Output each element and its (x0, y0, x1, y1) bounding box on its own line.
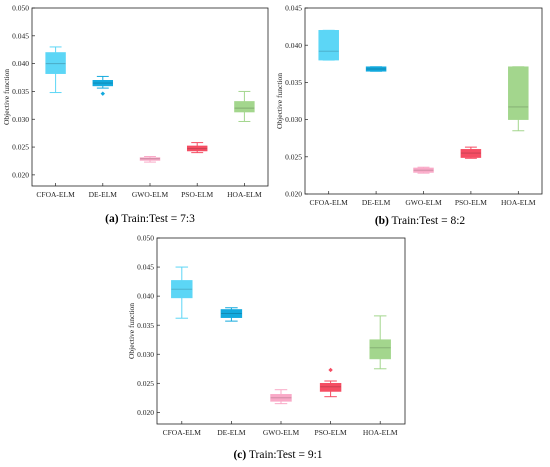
iqr-box (234, 101, 255, 113)
panel-b: 0.020 0.025 0.030 0.035 0.040 0.045 CFOA-ELM D… (275, 4, 543, 227)
box-hoa-elm (234, 90, 255, 122)
y-tick-label: 0.030 (12, 115, 29, 124)
y-axis-ticks: 0.020 0.025 0.030 0.035 0.040 0.045 0.050 (12, 4, 35, 179)
x-tick-label: HOA-ELM (501, 198, 536, 207)
x-tick-label: DE-ELM (362, 198, 391, 207)
panel-a: 0.020 0.025 0.030 0.035 0.040 0.045 0.050 CFOA… (2, 4, 269, 225)
boxes (45, 46, 255, 163)
y-tick-label: 0.030 (285, 115, 302, 124)
x-axis-labels: CFOA-ELM DE-ELM GWO-ELM PSO-ELM HOA-ELM (163, 421, 398, 437)
box-pso-elm (186, 142, 208, 154)
box-hoa-elm (369, 315, 391, 370)
caption-label: (b) (375, 215, 389, 227)
x-tick-label: HOA-ELM (227, 190, 262, 199)
y-tick-label: 0.035 (285, 78, 302, 87)
boxes (318, 29, 529, 174)
y-tick-label: 0.045 (285, 4, 302, 13)
x-axis-labels: CFOA-ELM DE-ELM GWO-ELM PSO-ELM HOA-ELM (310, 191, 536, 207)
caption-a: (a) Train:Test = 7:3 (105, 213, 195, 225)
x-tick-label: CFOA-ELM (310, 198, 349, 207)
y-tick-label: 0.020 (12, 170, 29, 179)
caption-b: (b) Train:Test = 8:2 (375, 215, 466, 227)
box-de-elm (365, 66, 387, 72)
x-tick-label: HOA-ELM (363, 428, 398, 437)
caption-label: (c) (233, 449, 246, 461)
panel-c: 0.020 0.025 0.030 0.035 0.040 0.045 0.050 CFOA… (127, 234, 406, 461)
y-axis-ticks: 0.020 0.025 0.030 0.035 0.040 0.045 0.050 (137, 234, 160, 417)
y-tick-label: 0.040 (12, 59, 29, 68)
box-de-elm (220, 307, 243, 322)
x-tick-label: GWO-ELM (263, 428, 300, 437)
y-tick-label: 0.040 (137, 292, 154, 301)
box-cfoa-elm (45, 46, 66, 94)
y-tick-label: 0.025 (137, 379, 154, 388)
box-hoa-elm (508, 66, 529, 132)
box-pso-elm (460, 146, 482, 159)
box-gwo-elm (270, 389, 292, 405)
y-tick-label: 0.020 (137, 408, 154, 417)
y-tick-label: 0.040 (285, 41, 302, 50)
iqr-box (369, 339, 391, 360)
box-pso-elm (319, 367, 342, 398)
y-axis-label: Objective function (127, 303, 136, 359)
y-tick-label: 0.030 (137, 350, 154, 359)
y-tick-label: 0.050 (12, 4, 29, 13)
iqr-box (318, 30, 339, 61)
x-tick-label: PSO-ELM (455, 198, 487, 207)
y-axis-label: Objective function (2, 69, 11, 125)
y-tick-label: 0.025 (12, 143, 29, 152)
y-tick-label: 0.045 (12, 31, 29, 40)
iqr-box (319, 383, 342, 392)
caption-label: (a) (105, 213, 119, 225)
outlier-point (328, 367, 333, 373)
x-tick-label: DE-ELM (89, 190, 118, 199)
caption-c: (c) Train:Test = 9:1 (233, 449, 322, 461)
box-gwo-elm (139, 156, 161, 163)
boxes (171, 266, 391, 405)
x-tick-label: PSO-ELM (181, 190, 213, 199)
caption-text: Train:Test = 7:3 (121, 213, 195, 225)
box-cfoa-elm (171, 266, 193, 319)
y-tick-label: 0.035 (137, 321, 154, 330)
y-tick-label: 0.035 (12, 87, 29, 96)
x-tick-label: PSO-ELM (315, 428, 347, 437)
y-tick-label: 0.050 (137, 234, 154, 243)
x-tick-label: CFOA-ELM (163, 428, 202, 437)
caption-text: Train:Test = 8:2 (392, 215, 466, 227)
box-cfoa-elm (318, 29, 339, 61)
x-tick-label: GWO-ELM (132, 190, 169, 199)
box-gwo-elm (413, 166, 434, 174)
y-tick-label: 0.020 (285, 190, 302, 199)
outlier-point (100, 91, 105, 96)
x-axis-labels: CFOA-ELM DE-ELM GWO-ELM PSO-ELM HOA-ELM (36, 183, 262, 199)
y-axis-label: Objective function (275, 73, 284, 129)
caption-text: Train:Test = 9:1 (249, 449, 323, 461)
y-tick-label: 0.045 (137, 263, 154, 272)
y-tick-label: 0.025 (285, 152, 302, 161)
plot-frame (304, 7, 543, 195)
y-axis-ticks: 0.020 0.025 0.030 0.035 0.040 0.045 (285, 4, 308, 199)
box-de-elm (92, 75, 114, 96)
x-tick-label: DE-ELM (217, 428, 246, 437)
iqr-box (508, 66, 529, 120)
x-tick-label: GWO-ELM (405, 198, 442, 207)
iqr-box (45, 52, 66, 74)
x-tick-label: CFOA-ELM (36, 190, 75, 199)
